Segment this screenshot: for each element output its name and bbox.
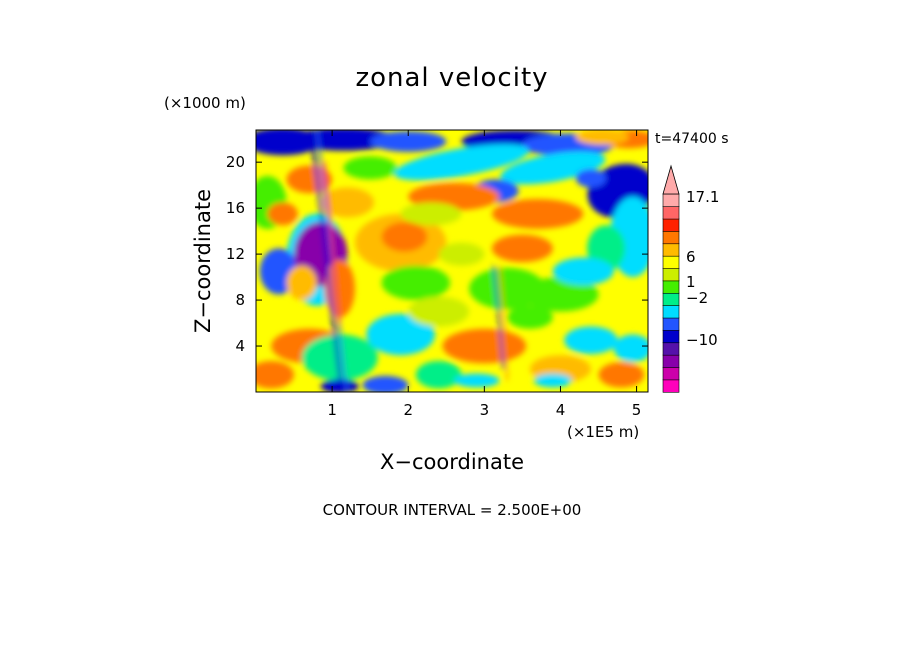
velocity-field — [256, 130, 648, 392]
colorbar-level — [662, 206, 680, 220]
velocity-cell — [286, 165, 333, 194]
velocity-cell — [522, 277, 599, 312]
x-axis-title: X−coordinate — [380, 450, 524, 474]
colorbar-level — [662, 243, 680, 257]
colorbar-extend-arrow — [662, 164, 680, 195]
velocity-cell — [500, 151, 606, 185]
velocity-cell — [366, 313, 435, 356]
velocity-cell — [408, 296, 470, 327]
colorbar-tick-label: −10 — [686, 331, 718, 349]
velocity-cell — [343, 156, 397, 180]
velocity-cell — [370, 131, 447, 152]
colorbar-level — [662, 329, 680, 344]
colorbar-level — [662, 379, 680, 393]
y-axis: 4 8 12 16 20 — [226, 153, 648, 355]
velocity-cell — [564, 326, 618, 355]
colorbar-level — [662, 354, 680, 368]
x-tick-label: 1 — [327, 401, 337, 419]
velocity-cell — [394, 144, 530, 181]
velocity-cell — [438, 242, 485, 266]
x-unit-label: (×1E5 m) — [567, 423, 639, 441]
shear-band — [309, 130, 343, 392]
x-tick-label: 4 — [556, 401, 566, 419]
plot-frame — [255, 129, 649, 393]
y-axis-title: Z−coordinate — [191, 189, 215, 333]
y-tick-label: 12 — [226, 245, 245, 263]
colorbar-tick-label: 6 — [686, 248, 696, 266]
contour-interval-label: CONTOUR INTERVAL = 2.500E+00 — [323, 501, 582, 519]
chart-title: zonal velocity — [355, 63, 548, 93]
velocity-cell — [491, 198, 584, 229]
colorbar-tick-label: −2 — [686, 289, 708, 307]
velocity-cell — [256, 360, 295, 389]
y-tick-label: 20 — [226, 153, 245, 171]
velocity-cell — [301, 334, 378, 381]
velocity-cell — [507, 305, 553, 329]
velocity-cell — [381, 221, 428, 252]
colorbar-level — [662, 255, 680, 269]
velocity-cell — [286, 265, 317, 301]
velocity-cell — [613, 334, 648, 363]
velocity-cell — [575, 169, 607, 188]
velocity-cell — [381, 265, 451, 301]
velocity-cell — [415, 360, 462, 389]
x-tick-label: 5 — [632, 401, 642, 419]
colorbar-level — [662, 317, 680, 331]
velocity-cell — [575, 130, 629, 145]
shear-band — [492, 265, 505, 370]
velocity-cell — [320, 187, 374, 218]
colorbar-level — [662, 267, 680, 282]
colorbar-tick-label: 1 — [686, 273, 696, 291]
colorbar-level — [662, 218, 680, 232]
colorbar-level — [662, 342, 680, 356]
velocity-cell — [453, 373, 500, 388]
y-tick-label: 16 — [226, 199, 245, 217]
x-tick-label: 3 — [480, 401, 490, 419]
velocity-cell — [598, 362, 645, 388]
time-label: t=47400 s — [655, 131, 729, 147]
velocity-cell — [400, 202, 462, 226]
colorbar-level — [662, 366, 680, 381]
x-tick-label: 2 — [403, 401, 413, 419]
colorbar-level — [662, 305, 680, 319]
colorbar-tick-label: 17.1 — [686, 188, 719, 206]
x-axis: 1 2 3 4 5 — [327, 130, 641, 419]
velocity-cell — [442, 328, 527, 364]
colorbar-level — [662, 193, 680, 207]
velocity-cell — [267, 202, 298, 226]
velocity-cell — [533, 373, 572, 388]
plot-area — [255, 129, 649, 393]
colorbar: 17.1 6 1−2 −10 — [662, 164, 719, 393]
colorbar-level — [662, 292, 680, 306]
velocity-cell — [362, 375, 409, 392]
colorbar-level — [662, 280, 680, 294]
velocity-cell — [491, 234, 553, 263]
shear-band — [498, 265, 508, 381]
colorbar-level — [662, 230, 680, 245]
y-unit-label: (×1000 m) — [164, 94, 246, 112]
velocity-cell — [552, 257, 614, 286]
shear-band — [323, 162, 341, 324]
y-tick-label: 4 — [235, 337, 245, 355]
y-tick-label: 8 — [235, 291, 245, 309]
